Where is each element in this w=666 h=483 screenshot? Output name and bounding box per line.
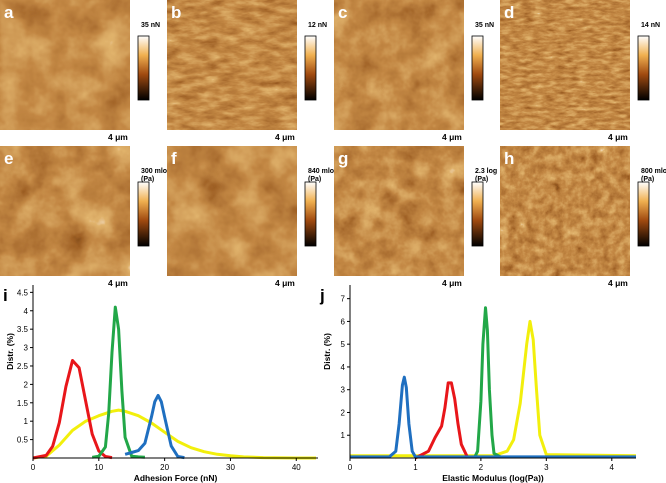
y-axis-label: Distr. (%) [322,333,332,370]
colorbar [637,35,650,101]
afm-image [500,146,630,276]
colorbar [304,35,317,101]
x-tick-label: 2 [479,463,484,472]
colorbar-label: 2.3 log [475,168,497,175]
colorbar-label: 12 nN [308,22,327,29]
afm-image [0,146,130,276]
colorbar [304,181,317,247]
colorbar-label: (Pa) [475,176,488,183]
scale-bar-label: 4 μm [108,132,128,142]
colorbar-label: (Pa) [141,176,154,183]
colorbar [471,35,484,101]
panel-letter: c [338,3,347,22]
colorbar-label: 300 mlog [141,168,171,175]
colorbar [471,181,484,247]
x-axis-label: Adhesion Force (nN) [134,473,218,483]
distribution-line [350,375,636,459]
x-tick-label: 30 [226,463,235,472]
x-tick-label: 0 [31,463,36,472]
x-tick-label: 10 [94,463,103,472]
scale-bar-label: 4 μm [275,132,295,142]
panel-letter: h [504,149,514,168]
y-tick-label: 3.5 [17,325,29,334]
colorbar-label: 800 mlog [641,168,666,175]
y-tick-label: 5 [341,340,346,349]
colorbar [637,181,650,247]
y-tick-label: 1 [341,431,346,440]
y-tick-label: 6 [341,317,346,326]
colorbar [137,181,150,247]
y-tick-label: 3 [24,344,29,353]
panel-letter: d [504,3,514,22]
afm-image [167,0,297,130]
x-tick-label: 40 [292,463,301,472]
x-tick-label: 4 [610,463,615,472]
y-tick-label: 1 [24,417,29,426]
panel-letter: f [171,149,177,168]
afm-image [334,146,464,276]
colorbar-label: (Pa) [308,176,321,183]
panel-letter: b [171,3,181,22]
y-tick-label: 3 [341,386,346,395]
x-tick-label: 20 [160,463,169,472]
scale-bar-label: 4 μm [108,278,128,288]
afm-image [334,0,464,130]
y-tick-label: 2 [341,408,346,417]
scale-bar-label: 4 μm [608,132,628,142]
y-tick-label: 2 [24,380,29,389]
y-tick-label: 4.5 [17,288,29,297]
colorbar-label: 35 nN [141,22,160,29]
y-tick-label: 1.5 [17,399,29,408]
distribution-line [91,305,145,459]
y-tick-label: 0.5 [17,436,29,445]
colorbar-label: 840 mlog [308,168,338,175]
y-tick-label: 7 [341,295,346,304]
colorbar-label: 35 nN [475,22,494,29]
distribution-line [350,319,637,458]
afm-image [0,0,130,130]
x-tick-label: 0 [348,463,353,472]
y-axis-label: Distr. (%) [5,333,15,370]
y-tick-label: 4 [24,307,29,316]
scale-bar-label: 4 μm [442,278,462,288]
x-tick-label: 1 [413,463,418,472]
scale-bar-label: 4 μm [608,278,628,288]
y-tick-label: 2.5 [17,362,29,371]
colorbar [137,35,150,101]
y-tick-label: 4 [341,363,346,372]
afm-image [167,146,297,276]
distribution-line [414,381,470,460]
distribution-line [124,393,185,460]
colorbar-label: 14 nN [641,22,660,29]
afm-image [500,0,630,130]
distribution-line [472,306,502,459]
x-axis-label: Elastic Modulus (log(Pa)) [442,473,544,483]
panel-letter: e [4,149,13,168]
panel-letter: a [4,3,14,22]
panel-letter: g [338,149,348,168]
distribution-line [32,359,113,460]
panel-letter: j [319,286,325,305]
colorbar-label: (Pa) [641,176,654,183]
x-tick-label: 3 [544,463,549,472]
panel-letter: i [3,286,8,305]
scale-bar-label: 4 μm [275,278,295,288]
scale-bar-label: 4 μm [442,132,462,142]
